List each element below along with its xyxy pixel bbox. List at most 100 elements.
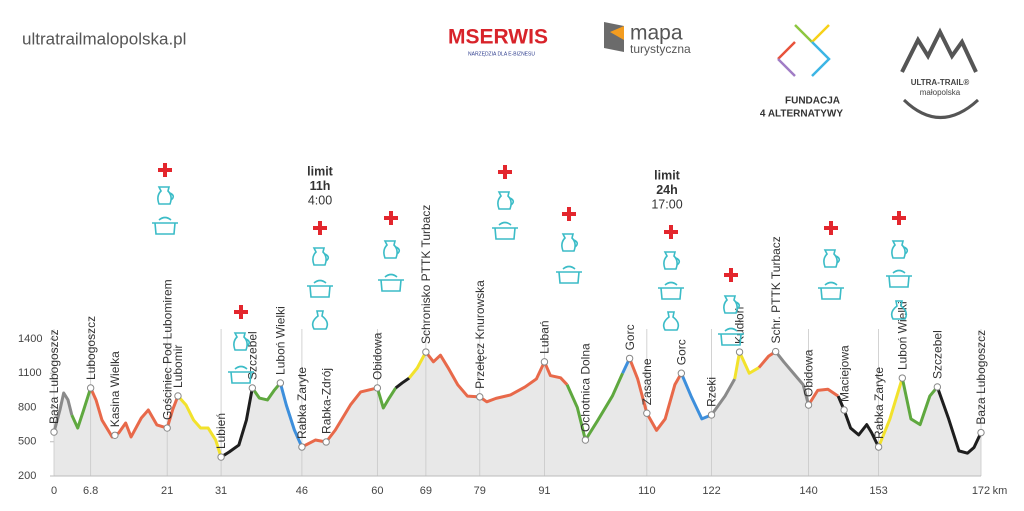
waypoint	[322, 438, 330, 446]
icon-part	[818, 281, 844, 300]
profile-segment	[278, 382, 304, 448]
profile-segment	[52, 391, 74, 433]
chart: 200 500 800 1100 1400 0 6.8 21 31 46 60 69 79 91 110 12…	[18, 163, 1007, 497]
waypoint	[874, 443, 883, 451]
waypoint	[933, 383, 942, 391]
icon-part	[498, 170, 512, 174]
waypoint	[898, 374, 907, 382]
service-icon	[561, 233, 579, 252]
service-icon	[158, 163, 172, 177]
limit-annotation: limit	[654, 168, 681, 182]
icon-part	[890, 300, 908, 320]
x-tick-label: 60	[371, 485, 383, 497]
profile-segment	[565, 372, 624, 442]
waypoint-label: Luboń Wielki	[895, 301, 909, 370]
logo-tag: NARZĘDZIA DLA E-BIZNESU	[468, 51, 535, 57]
icon-part	[892, 216, 906, 220]
x-tick-label: 122	[702, 485, 720, 497]
waypoint	[373, 384, 382, 392]
icon-part	[378, 273, 404, 292]
profile-area	[54, 351, 981, 476]
waypoint-label: Zasadne	[640, 358, 654, 405]
waypoint-label: Szczebel	[931, 330, 945, 379]
service-icon	[311, 310, 329, 330]
x-tick-label: 0	[51, 485, 57, 497]
logo-sub: małopolska	[920, 88, 961, 97]
waypoint	[86, 384, 95, 392]
logo-sub: turystyczna	[630, 42, 691, 56]
service-icon	[892, 211, 906, 225]
profile-segment	[733, 350, 760, 380]
profile-segment	[774, 350, 810, 406]
waypoint-label: Lubań	[538, 320, 552, 353]
profile-segment	[251, 381, 282, 402]
waypoint	[643, 409, 651, 417]
limit-annotation: 24h	[656, 183, 678, 197]
logo-text: mapa	[630, 22, 683, 45]
icon-part	[824, 226, 838, 230]
waypoint	[298, 443, 306, 451]
profile-segment	[301, 386, 378, 449]
service-icon	[152, 216, 178, 235]
profile-segment	[375, 387, 397, 410]
profile-segment	[70, 387, 93, 430]
logo-fundacja: FUNDACJA 4 ALTERNATYWY	[760, 24, 843, 120]
icon-part	[234, 310, 248, 314]
service-icon	[562, 207, 576, 221]
service-icon	[228, 365, 254, 384]
waypoint-label: Luboń Wielki	[274, 306, 288, 375]
profile-segment	[176, 394, 223, 458]
profile-segment	[710, 378, 737, 416]
icon-part	[158, 168, 172, 172]
waypoint	[581, 436, 590, 444]
waypoint	[422, 348, 430, 356]
x-tick-label: 79	[474, 485, 486, 497]
waypoint-label: Baza Lubogoszcz	[974, 330, 988, 425]
icon-part	[233, 332, 251, 351]
icon-part	[383, 240, 401, 259]
profile-segment	[628, 357, 683, 432]
service-icon	[307, 279, 333, 298]
y-tick-label: 1400	[18, 333, 42, 345]
service-icon	[662, 311, 680, 331]
icon-part	[157, 186, 175, 205]
service-icon	[498, 165, 512, 179]
icon-part	[886, 269, 912, 288]
icon-part	[556, 265, 582, 284]
service-icon	[891, 240, 909, 259]
x-tick-label: 110	[638, 485, 656, 497]
service-icon	[378, 273, 404, 292]
service-icon	[823, 249, 841, 268]
waypoint	[625, 354, 634, 363]
x-unit: km	[993, 485, 1008, 497]
waypoint-label: Baza Lubogoszcz	[47, 329, 61, 424]
service-icon	[312, 247, 330, 266]
service-icon	[663, 251, 681, 270]
service-icon	[234, 305, 248, 319]
icon-part	[724, 273, 738, 277]
waypoint-label: Lubomir	[171, 345, 185, 388]
service-icon	[313, 221, 327, 235]
service-icon	[890, 300, 908, 320]
x-tick-label: 153	[869, 485, 887, 497]
y-tick-label: 1100	[18, 367, 42, 379]
waypoint	[677, 369, 686, 377]
service-icon	[658, 281, 684, 300]
icon-part	[307, 279, 333, 298]
service-icon	[556, 265, 582, 284]
icon-part	[152, 216, 178, 235]
icon-part	[312, 247, 330, 266]
service-icon	[383, 240, 401, 259]
logo-mapa: mapa turystyczna	[604, 22, 691, 56]
waypoint-label: Schr. PTTK Turbacz	[769, 236, 783, 343]
icon-part	[891, 240, 909, 259]
profile-segment	[900, 377, 939, 427]
x-tick-label: 6.8	[83, 485, 98, 497]
icon-part	[823, 249, 841, 268]
profile-segment	[394, 376, 411, 390]
waypoint-label: Kasina Wielka	[108, 351, 122, 427]
service-icon	[497, 191, 515, 210]
logo-sub: 4 ALTERNATYWY	[760, 109, 843, 120]
icon-part	[311, 310, 329, 330]
